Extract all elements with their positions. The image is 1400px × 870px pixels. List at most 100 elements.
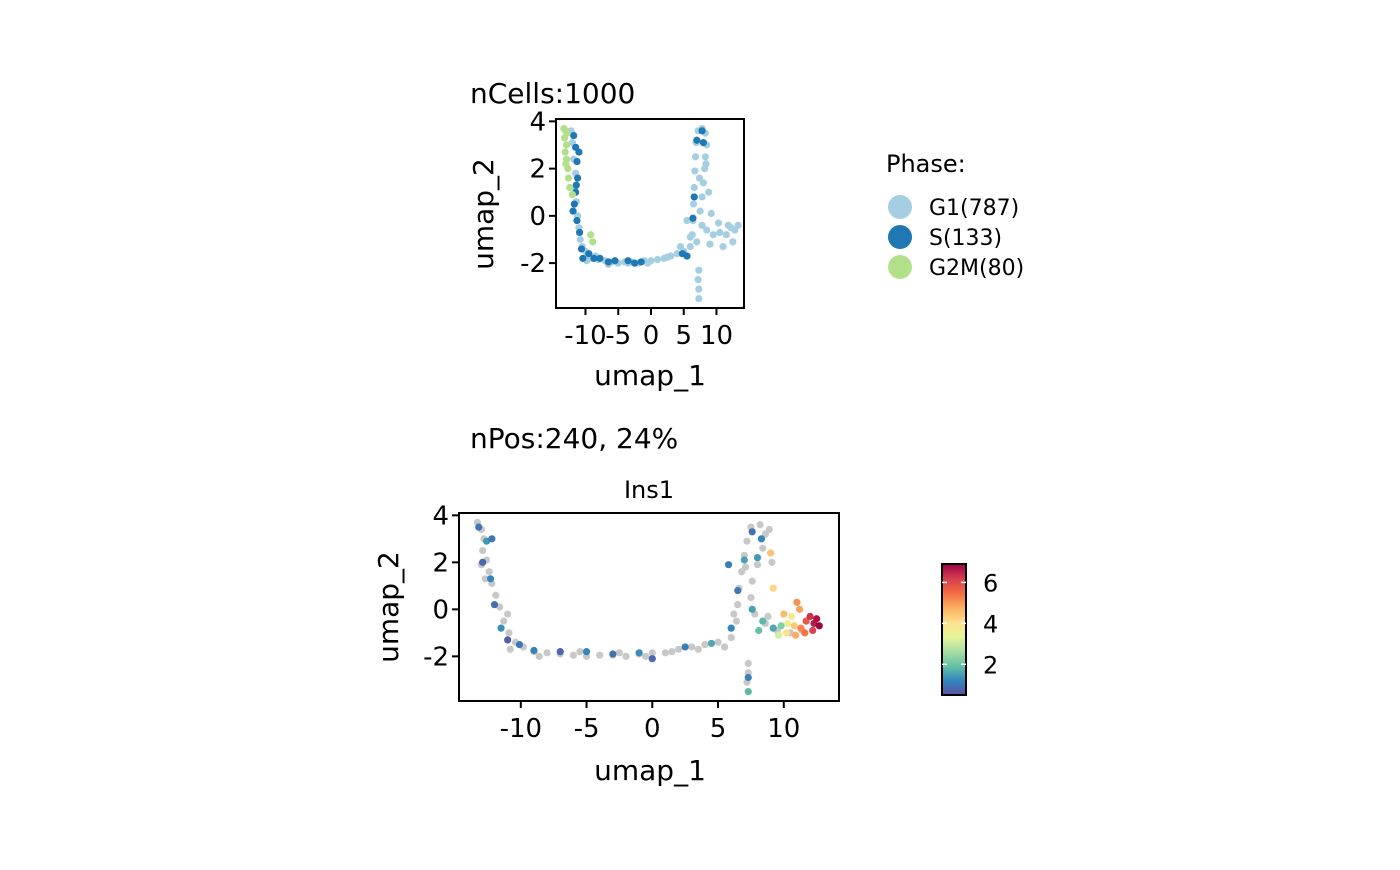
ins1-y-axis-label: umap_2: [372, 551, 405, 663]
ins1-point-positive: [609, 650, 617, 658]
phase-point-g1: [663, 253, 671, 261]
ins1-point-negative: [622, 652, 630, 660]
phase-point-g1: [699, 179, 707, 187]
phase-point-s: [575, 228, 584, 236]
ins1-point-negative: [694, 645, 702, 653]
phase-point-g2m: [587, 231, 595, 239]
phase-point-s: [624, 257, 632, 265]
phase-point-s: [575, 148, 583, 156]
ins1-point-positive: [582, 648, 591, 656]
ins1-point-negative: [727, 633, 735, 642]
phase-point-g1: [695, 294, 703, 303]
ins1-point-negative: [674, 645, 683, 653]
ins1-point-negative: [492, 591, 500, 599]
phase-point-g1: [686, 233, 694, 241]
phase-y-axis-label: umap_2: [467, 158, 500, 270]
phase-point-s: [572, 181, 580, 189]
phase-point-g1: [653, 255, 662, 264]
ins1-plot-subtitle: Ins1: [624, 476, 674, 504]
phase-point-g1: [706, 240, 714, 248]
phase-point-s: [579, 254, 587, 262]
ins1-point-positive: [744, 673, 752, 682]
ins1-point-positive: [806, 612, 814, 621]
phase-point-s: [690, 193, 698, 201]
phase-point-g1: [691, 153, 700, 161]
ins1-point-negative: [753, 561, 762, 569]
ins1-x-tick-label: 5: [710, 714, 727, 744]
ins1-point-positive: [724, 561, 733, 569]
ins1-point-negative: [759, 544, 767, 552]
ins1-x-tick-label: 0: [644, 714, 661, 744]
phase-point-s: [590, 254, 598, 262]
ins1-point-negative: [761, 530, 769, 538]
ins1-point-negative: [747, 594, 755, 602]
phase-point-g1: [686, 242, 694, 251]
ins1-x-tick-label: 10: [767, 714, 800, 744]
legend-label-g2m: G2M(80): [929, 256, 1024, 281]
phase-y-tick-label: 0: [529, 202, 546, 232]
ins1-point-negative: [505, 629, 513, 637]
phase-x-tick-label: 5: [675, 321, 692, 351]
phase-point-s: [604, 258, 613, 266]
phase-point-g1: [707, 209, 715, 218]
phase-y-tick-label: 2: [529, 155, 546, 185]
ins1-point-positive: [648, 655, 656, 663]
ins1-point-positive: [795, 605, 804, 613]
phase-point-g1: [734, 221, 742, 229]
phase-point-s: [573, 157, 581, 166]
phase-point-g1: [703, 226, 711, 234]
ins1-point-negative: [734, 601, 742, 609]
phase-point-g1: [722, 231, 730, 239]
colorbar-ticks: 2 4 6: [942, 569, 998, 679]
ins1-point-positive: [707, 639, 716, 648]
phase-x-tick-label: 0: [643, 321, 660, 351]
phase-point-g1: [695, 266, 703, 274]
ins1-point-positive: [504, 636, 512, 644]
ins1-point-positive: [767, 549, 775, 557]
legend-label-s: S(133): [929, 226, 1002, 251]
ins1-x-axis-label: umap_1: [594, 754, 706, 787]
legend-key-g2m: [888, 255, 912, 279]
phase-y-tick-label: 4: [529, 107, 546, 137]
ins1-point-positive: [488, 535, 496, 543]
phase-point-g1: [683, 216, 691, 225]
ins1-point-positive: [635, 649, 643, 657]
ins1-feature-panel: nPos:240, 24% Ins1 -10 -5 0 5 10 -2 0 2 4 umap_1…: [372, 422, 998, 787]
phase-point-s: [689, 214, 697, 222]
ins1-point-positive: [681, 643, 689, 651]
phase-point-g2m: [562, 141, 571, 149]
ins1-point-negative: [500, 617, 508, 625]
ins1-point-positive: [813, 615, 821, 623]
ins1-point-negative: [764, 612, 772, 621]
ins1-point-negative: [738, 568, 746, 576]
ins1-point-positive: [753, 554, 762, 562]
ins1-point-positive: [734, 586, 742, 595]
ins1-point-negative: [569, 651, 577, 659]
phase-point-g1: [716, 228, 724, 236]
ins1-point-negative: [721, 643, 729, 651]
expression-colorbar: 2 4 6: [941, 563, 998, 696]
ins1-point-positive: [769, 584, 777, 592]
phase-point-s: [570, 131, 578, 140]
phase-point-g1: [694, 276, 702, 284]
phase-point-g2m: [568, 191, 576, 199]
phase-x-tick-label: 10: [700, 321, 733, 351]
phase-point-s: [698, 127, 706, 135]
ins1-point-positive: [556, 648, 564, 656]
ins1-point-positive: [802, 617, 810, 625]
ins1-point-positive: [530, 646, 538, 655]
ins1-point-positive: [774, 631, 783, 639]
phase-point-s: [574, 174, 582, 182]
phase-point-g1: [701, 153, 709, 161]
phase-point-s: [699, 139, 707, 147]
ins1-point-positive: [792, 631, 800, 639]
phase-point-s: [570, 200, 578, 208]
phase-point-g2m: [563, 129, 571, 137]
ins1-point-positive: [490, 601, 499, 609]
ins1-point-positive: [790, 622, 798, 630]
phase-point-g1: [709, 231, 717, 239]
ins1-point-negative: [748, 577, 756, 585]
